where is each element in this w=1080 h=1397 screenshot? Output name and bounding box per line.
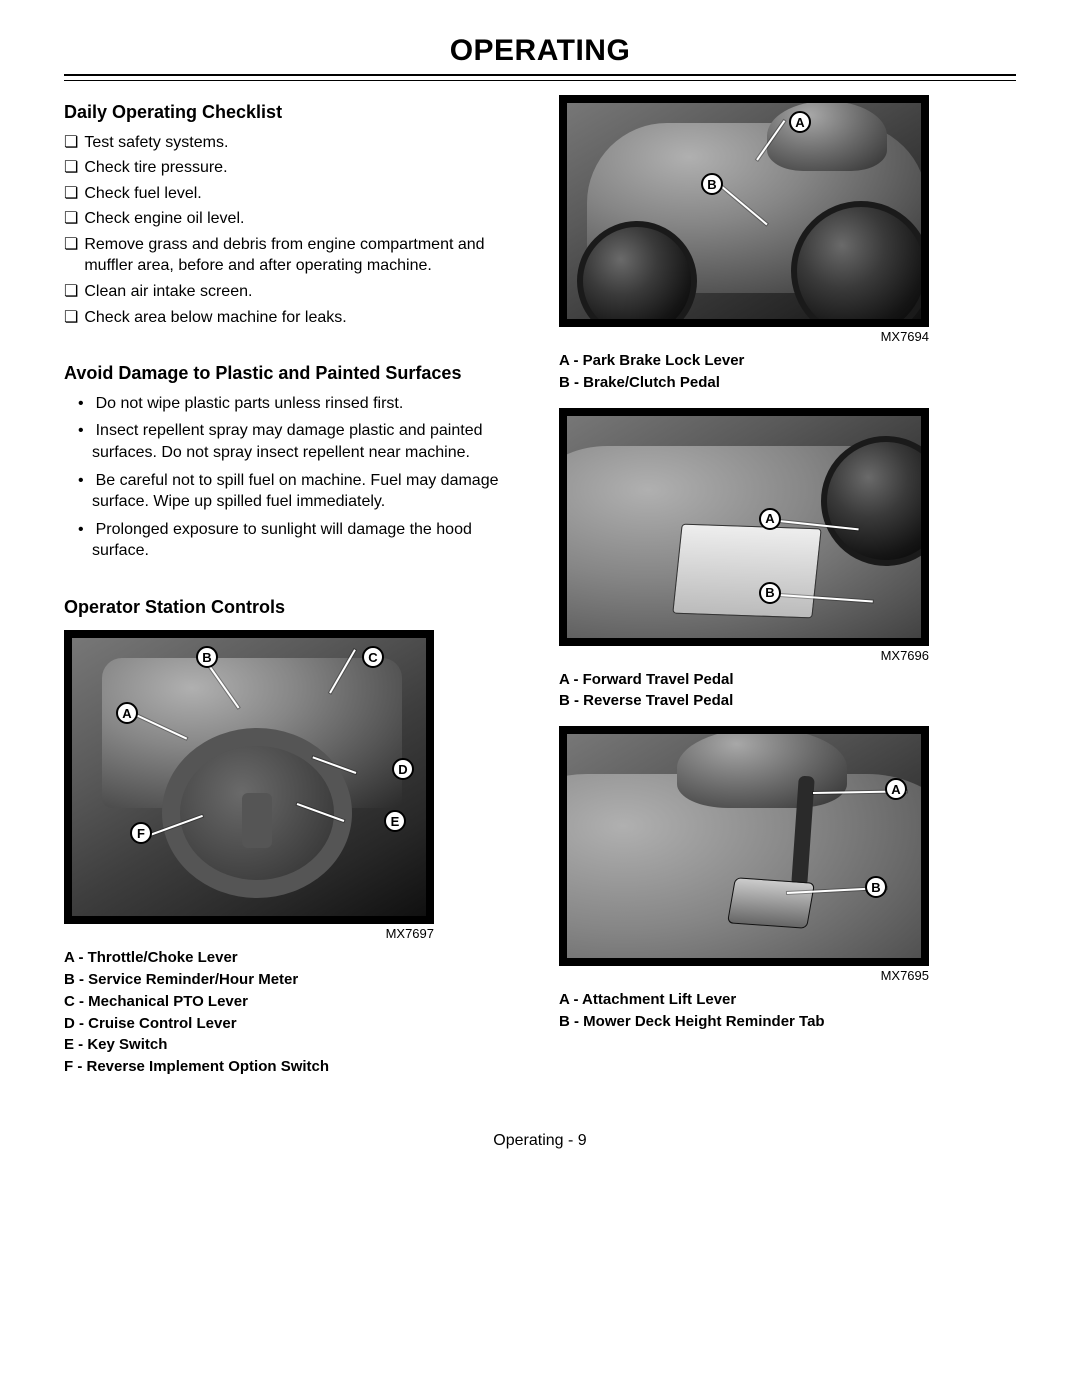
legend-line: A - Throttle/Choke Lever: [64, 947, 521, 969]
figure-legend: A - Attachment Lift Lever B - Mower Deck…: [559, 989, 1016, 1033]
legend-line: F - Reverse Implement Option Switch: [64, 1056, 521, 1078]
checklist-item: ❏ Check tire pressure.: [64, 157, 521, 179]
figure-steering: A B C D E F MX7697: [64, 630, 521, 1078]
figure-legend: A - Forward Travel Pedal B - Reverse Tra…: [559, 669, 1016, 713]
checkbox-icon: ❏: [64, 157, 78, 179]
callout-label: D: [392, 758, 414, 780]
checkbox-icon: ❏: [64, 183, 78, 205]
right-column: A B MX7694 A - Park Brake Lock Lever B -…: [559, 95, 1016, 1092]
bullet-item: Do not wipe plastic parts unless rinsed …: [64, 393, 521, 415]
bullet-item: Prolonged exposure to sunlight will dama…: [64, 519, 521, 562]
figure-legend: A - Park Brake Lock Lever B - Brake/Clut…: [559, 350, 1016, 394]
left-column: Daily Operating Checklist ❏ Test safety s…: [64, 95, 521, 1092]
checklist-text: Clean air intake screen.: [84, 281, 252, 303]
title-rule: [64, 74, 1016, 81]
figure-frame: A B: [559, 95, 929, 327]
checkbox-icon: ❏: [64, 281, 78, 303]
controls-heading: Operator Station Controls: [64, 596, 521, 619]
bullet-item: Be careful not to spill fuel on machine.…: [64, 470, 521, 513]
checklist-text: Remove grass and debris from engine comp…: [84, 234, 521, 277]
checklist-item: ❏ Remove grass and debris from engine com…: [64, 234, 521, 277]
page-footer: Operating - 9: [64, 1132, 1016, 1150]
legend-line: B - Service Reminder/Hour Meter: [64, 969, 521, 991]
figure-brake: A B MX7694 A - Park Brake Lock Lever B -…: [559, 95, 1016, 394]
callout-label: A: [885, 778, 907, 800]
figure-legend: A - Throttle/Choke Lever B - Service Rem…: [64, 947, 521, 1078]
figure-frame: A B: [559, 408, 929, 646]
legend-line: B - Reverse Travel Pedal: [559, 690, 1016, 712]
callout-label: E: [384, 810, 406, 832]
checkbox-icon: ❏: [64, 208, 78, 230]
checklist-text: Check engine oil level.: [84, 208, 244, 230]
checkbox-icon: ❏: [64, 307, 78, 329]
figure-id: MX7697: [64, 926, 434, 941]
checkbox-icon: ❏: [64, 132, 78, 154]
callout-label: B: [701, 173, 723, 195]
legend-line: C - Mechanical PTO Lever: [64, 991, 521, 1013]
callout-label: A: [789, 111, 811, 133]
bullet-item: Insect repellent spray may damage plasti…: [64, 420, 521, 463]
callout-label: B: [865, 876, 887, 898]
legend-line: A - Attachment Lift Lever: [559, 989, 1016, 1011]
figure-id: MX7694: [559, 329, 929, 344]
page-title: OPERATING: [64, 34, 1016, 68]
figure-image: A B: [566, 733, 922, 959]
legend-line: D - Cruise Control Lever: [64, 1013, 521, 1035]
legend-line: A - Forward Travel Pedal: [559, 669, 1016, 691]
figure-frame: A B C D E F: [64, 630, 434, 924]
checkbox-icon: ❏: [64, 234, 78, 256]
figure-travel-pedals: A B MX7696 A - Forward Travel Pedal B - …: [559, 408, 1016, 713]
callout-label: B: [759, 582, 781, 604]
page-root: OPERATING Daily Operating Checklist ❏ Tes…: [0, 0, 1080, 1170]
checklist-heading: Daily Operating Checklist: [64, 101, 521, 124]
legend-line: B - Mower Deck Height Reminder Tab: [559, 1011, 1016, 1033]
checklist-text: Check fuel level.: [84, 183, 201, 205]
figure-image: A B: [566, 102, 922, 320]
figure-lift-lever: A B MX7695 A - Attachment Lift Lever B -…: [559, 726, 1016, 1033]
checklist-text: Check area below machine for leaks.: [84, 307, 346, 329]
figure-id: MX7696: [559, 648, 929, 663]
figure-image: A B C D E F: [71, 637, 427, 917]
checklist-item: ❏ Check area below machine for leaks.: [64, 307, 521, 329]
legend-line: A - Park Brake Lock Lever: [559, 350, 1016, 372]
figure-id: MX7695: [559, 968, 929, 983]
figure-frame: A B: [559, 726, 929, 966]
avoid-damage-list: Do not wipe plastic parts unless rinsed …: [64, 393, 521, 562]
checklist-item: ❏ Check engine oil level.: [64, 208, 521, 230]
two-column-layout: Daily Operating Checklist ❏ Test safety s…: [64, 95, 1016, 1092]
callout-label: A: [759, 508, 781, 530]
checklist-item: ❏ Clean air intake screen.: [64, 281, 521, 303]
legend-line: E - Key Switch: [64, 1034, 521, 1056]
checklist-item: ❏ Check fuel level.: [64, 183, 521, 205]
callout-label: F: [130, 822, 152, 844]
daily-checklist: ❏ Test safety systems. ❏ Check tire pressu…: [64, 132, 521, 329]
avoid-damage-heading: Avoid Damage to Plastic and Painted Surf…: [64, 362, 521, 385]
figure-image: A B: [566, 415, 922, 639]
legend-line: B - Brake/Clutch Pedal: [559, 372, 1016, 394]
checklist-text: Check tire pressure.: [84, 157, 227, 179]
checklist-item: ❏ Test safety systems.: [64, 132, 521, 154]
checklist-text: Test safety systems.: [84, 132, 228, 154]
